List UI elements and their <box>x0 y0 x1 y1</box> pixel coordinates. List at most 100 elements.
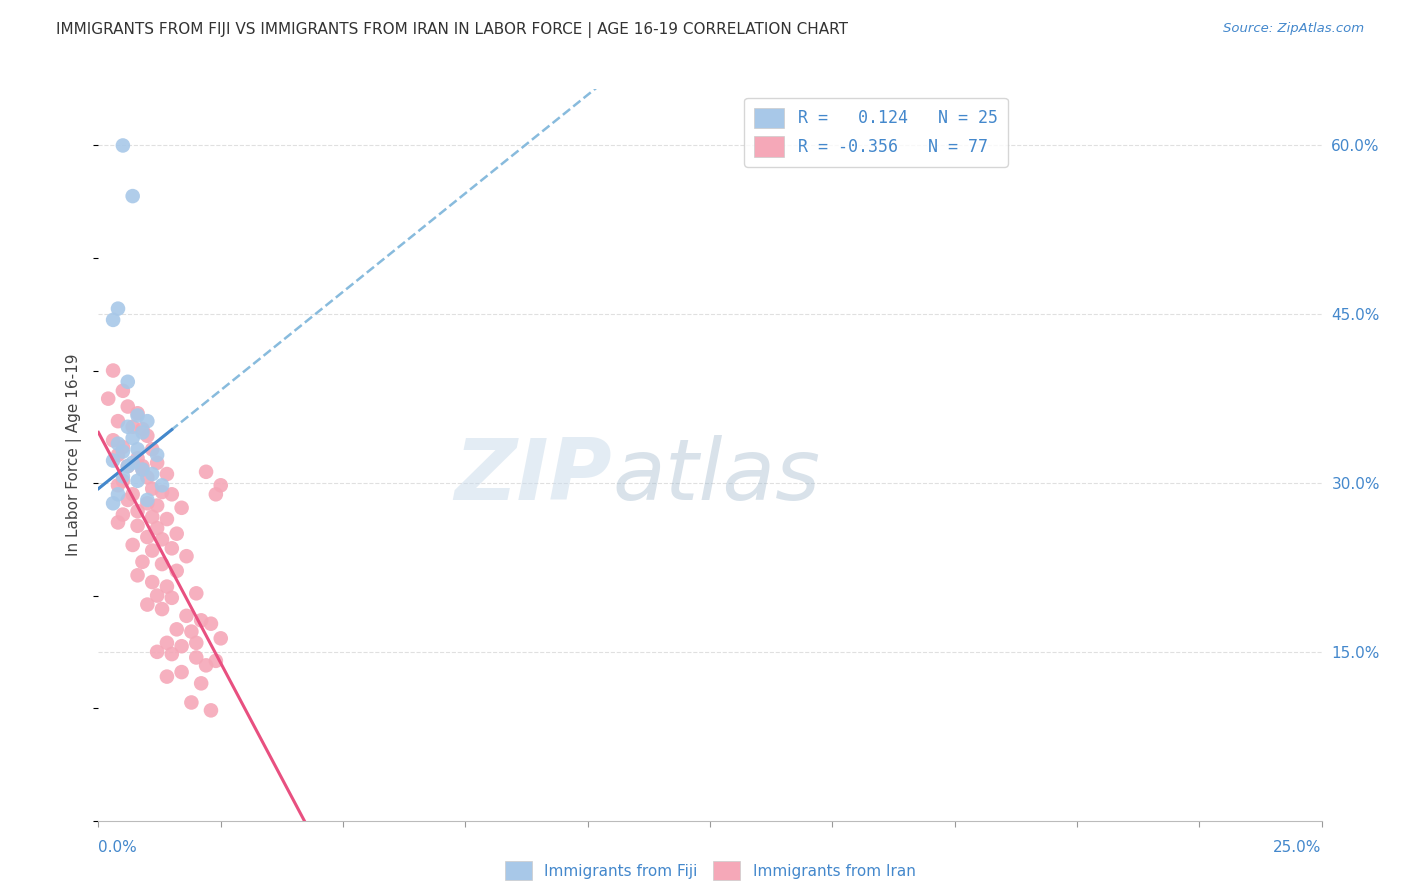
Point <box>107 487 129 501</box>
Point <box>186 586 208 600</box>
Point <box>150 485 173 500</box>
Point <box>156 512 179 526</box>
Point <box>107 414 129 428</box>
Point <box>107 478 129 492</box>
Point <box>156 636 179 650</box>
Point <box>150 602 173 616</box>
Point <box>195 465 218 479</box>
Point <box>117 375 139 389</box>
Point <box>131 459 153 474</box>
Point <box>146 589 169 603</box>
Point <box>141 442 163 457</box>
Point <box>150 533 173 547</box>
Text: ZIP: ZIP <box>454 435 612 518</box>
Y-axis label: In Labor Force | Age 16-19: In Labor Force | Age 16-19 <box>66 353 83 557</box>
Point <box>141 482 163 496</box>
Point <box>136 530 159 544</box>
Point <box>121 431 143 445</box>
Point <box>166 564 188 578</box>
Point <box>101 313 124 327</box>
Point <box>111 469 134 483</box>
Point <box>141 467 163 481</box>
Point <box>180 696 202 710</box>
Point <box>156 467 179 481</box>
Point <box>176 549 198 564</box>
Point <box>101 363 124 377</box>
Point <box>111 508 134 522</box>
Point <box>131 462 153 476</box>
Point <box>101 496 124 510</box>
Point <box>111 384 134 398</box>
Point <box>131 462 153 476</box>
Point <box>141 543 163 558</box>
Point <box>121 456 143 470</box>
Point <box>160 487 183 501</box>
Point <box>107 516 129 530</box>
Point <box>121 538 143 552</box>
Point <box>97 392 120 406</box>
Point <box>200 703 222 717</box>
Point <box>111 444 134 458</box>
Point <box>107 436 129 450</box>
Point <box>136 598 159 612</box>
Point <box>190 676 212 690</box>
Point <box>136 492 159 507</box>
Point <box>101 434 124 448</box>
Point <box>117 459 139 474</box>
Point <box>156 580 179 594</box>
Point <box>166 623 188 637</box>
Point <box>107 301 129 316</box>
Point <box>180 624 202 639</box>
Point <box>186 650 208 665</box>
Point <box>127 504 149 518</box>
Point <box>190 613 212 627</box>
Text: Source: ZipAtlas.com: Source: ZipAtlas.com <box>1223 22 1364 36</box>
Point <box>131 422 153 436</box>
Text: atlas: atlas <box>612 435 820 518</box>
Point <box>117 400 139 414</box>
Point <box>117 492 139 507</box>
Point <box>209 478 232 492</box>
Point <box>127 442 149 457</box>
Point <box>186 636 208 650</box>
Point <box>136 496 159 510</box>
Point <box>127 409 149 423</box>
Point <box>170 500 193 515</box>
Point <box>127 406 149 420</box>
Point <box>146 448 169 462</box>
Point <box>127 451 149 466</box>
Point <box>176 608 198 623</box>
Point <box>121 189 143 203</box>
Point <box>127 568 149 582</box>
Point <box>166 526 188 541</box>
Point <box>200 616 222 631</box>
Point <box>121 419 143 434</box>
Point <box>131 555 153 569</box>
Point <box>111 138 134 153</box>
Point <box>136 429 159 443</box>
Point <box>209 632 232 646</box>
Point <box>107 448 129 462</box>
Point <box>117 419 139 434</box>
Point <box>131 425 153 440</box>
Point <box>156 670 179 684</box>
Point <box>136 414 159 428</box>
Point <box>205 487 228 501</box>
Point <box>127 518 149 533</box>
Point <box>160 591 183 605</box>
Point <box>195 658 218 673</box>
Text: 0.0%: 0.0% <box>98 840 138 855</box>
Point <box>205 654 228 668</box>
Point <box>160 647 183 661</box>
Point <box>146 499 169 513</box>
Point <box>101 453 124 467</box>
Point <box>150 478 173 492</box>
Point <box>170 639 193 653</box>
Text: IMMIGRANTS FROM FIJI VS IMMIGRANTS FROM IRAN IN LABOR FORCE | AGE 16-19 CORRELAT: IMMIGRANTS FROM FIJI VS IMMIGRANTS FROM … <box>56 22 848 38</box>
Legend: Immigrants from Fiji, Immigrants from Iran: Immigrants from Fiji, Immigrants from Ir… <box>499 855 921 886</box>
Point <box>111 474 134 488</box>
Point <box>141 509 163 524</box>
Point <box>121 487 143 501</box>
Point <box>150 557 173 571</box>
Point <box>170 665 193 679</box>
